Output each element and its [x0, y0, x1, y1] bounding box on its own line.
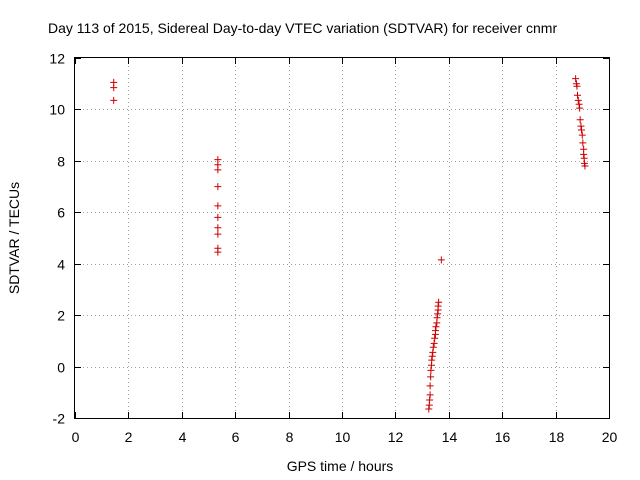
data-point	[426, 382, 434, 390]
data-point	[433, 314, 441, 322]
data-point	[429, 348, 437, 356]
data-point	[576, 104, 584, 112]
data-point	[429, 343, 437, 351]
data-point	[214, 230, 222, 238]
x-tick-label: 10	[335, 429, 351, 445]
data-point	[576, 116, 584, 124]
y-tick-label: 4	[57, 257, 65, 273]
x-tick-label: 12	[388, 429, 404, 445]
data-point	[110, 96, 118, 104]
data-point	[214, 166, 222, 174]
y-tick-label: 10	[49, 102, 65, 118]
x-tick-label: 20	[602, 429, 618, 445]
plot-frame	[74, 57, 610, 419]
data-point	[431, 334, 439, 342]
x-tick-label: 2	[125, 429, 133, 445]
y-axis-label: SDTVAR / TECUs	[6, 182, 22, 294]
y-tick-label: 6	[57, 205, 65, 221]
data-point	[214, 183, 222, 191]
data-point	[573, 91, 581, 99]
x-tick-label: 4	[179, 429, 187, 445]
y-tick-label: -2	[53, 411, 66, 427]
data-point	[110, 84, 118, 92]
data-point	[214, 213, 222, 221]
data-point	[426, 396, 434, 404]
x-tick-label: 16	[495, 429, 511, 445]
x-tick-label: 0	[72, 429, 80, 445]
axis-ticks: 0 2 4 6 8 10 12 14 16 18 20 -2 0 2 4 6 8 10 12	[49, 51, 617, 446]
data-point	[580, 150, 588, 158]
data-point	[574, 96, 582, 104]
data-point	[427, 366, 435, 374]
data-point	[579, 139, 587, 147]
data-point	[214, 202, 222, 210]
grid	[75, 58, 609, 418]
x-tick-label: 6	[232, 429, 240, 445]
data-point	[437, 256, 445, 264]
x-tick-label: 8	[286, 429, 294, 445]
data-point	[573, 82, 581, 90]
data-points	[110, 75, 589, 413]
data-point	[577, 126, 585, 134]
data-point	[428, 352, 436, 360]
x-axis-label: GPS time / hours	[287, 458, 394, 474]
data-point	[430, 339, 438, 347]
data-point	[431, 327, 439, 335]
data-point	[575, 100, 583, 108]
data-point	[426, 391, 434, 399]
x-tick-label: 14	[442, 429, 458, 445]
chart-title: Day 113 of 2015, Sidereal Day-to-day VTE…	[48, 20, 557, 36]
data-point	[428, 356, 436, 364]
data-point	[434, 302, 442, 310]
data-point	[581, 162, 589, 170]
data-point	[578, 131, 586, 139]
data-point	[425, 405, 433, 413]
data-point	[427, 373, 435, 381]
y-tick-label: 2	[57, 308, 65, 324]
data-point	[435, 298, 443, 306]
data-point	[577, 122, 585, 130]
data-point	[572, 75, 580, 83]
y-tick-label: 8	[57, 154, 65, 170]
y-tick-label: 12	[49, 51, 65, 67]
x-tick-label: 18	[549, 429, 565, 445]
y-tick-label: 0	[57, 360, 65, 376]
data-point	[434, 310, 442, 318]
data-point	[214, 224, 222, 232]
data-point	[214, 248, 222, 256]
data-point	[432, 323, 440, 331]
